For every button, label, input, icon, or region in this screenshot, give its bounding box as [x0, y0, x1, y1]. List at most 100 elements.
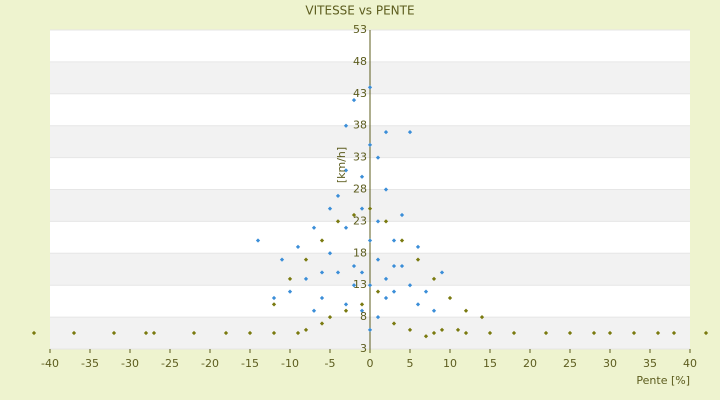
point: [439, 327, 445, 332]
y-tick-label: 53: [353, 23, 367, 36]
point: [399, 212, 405, 218]
x-tick-label: -25: [161, 357, 179, 370]
x-tick-label: -10: [281, 357, 299, 370]
point: [359, 174, 365, 179]
point: [319, 270, 325, 275]
point: [591, 330, 597, 336]
point: [303, 257, 309, 262]
point: [655, 330, 661, 336]
point: [351, 283, 357, 288]
point: [415, 302, 421, 307]
point: [423, 334, 429, 339]
point: [383, 219, 389, 224]
point: [439, 270, 445, 275]
point: [391, 263, 397, 269]
y-tick-label: 3: [360, 342, 367, 355]
point: [335, 270, 341, 275]
point: [31, 330, 37, 336]
point: [463, 330, 469, 336]
x-tick-label: 15: [483, 357, 497, 370]
point: [287, 289, 293, 294]
point: [343, 168, 349, 173]
point: [383, 129, 389, 135]
point: [319, 321, 325, 326]
y-tick-label: 23: [353, 214, 367, 227]
x-axis-title: Pente [%]: [636, 374, 690, 387]
x-tick-label: 10: [443, 357, 457, 370]
x-tick-label: -30: [121, 357, 139, 370]
point: [703, 330, 709, 336]
point: [351, 263, 357, 269]
point: [255, 238, 261, 243]
x-tick-label: -40: [41, 357, 59, 370]
point: [375, 219, 381, 224]
y-tick-label: 43: [353, 87, 367, 100]
point: [447, 295, 453, 301]
point: [351, 212, 357, 218]
point: [359, 206, 365, 211]
point: [327, 251, 333, 256]
point: [407, 283, 413, 288]
point: [487, 330, 493, 336]
point: [295, 330, 301, 336]
y-tick-label: 33: [353, 151, 367, 164]
point: [375, 257, 381, 262]
point: [271, 302, 277, 307]
point: [567, 330, 573, 336]
x-tick-label: 5: [407, 357, 414, 370]
point: [607, 330, 613, 336]
point: [327, 314, 333, 320]
point: [303, 327, 309, 332]
point: [143, 330, 149, 336]
point: [455, 327, 461, 332]
point: [327, 206, 333, 211]
point: [367, 283, 373, 288]
y-tick-label: 8: [360, 310, 367, 323]
point: [311, 308, 317, 313]
point: [303, 276, 309, 281]
point: [399, 238, 405, 243]
point: [431, 330, 437, 336]
point: [415, 244, 421, 250]
point: [431, 276, 437, 281]
x-tick-label: 20: [523, 357, 537, 370]
point: [391, 289, 397, 294]
point: [271, 330, 277, 336]
point: [151, 330, 157, 336]
x-tick-label: 25: [563, 357, 577, 370]
point: [391, 321, 397, 326]
point: [367, 142, 373, 147]
x-tick-label: -20: [201, 357, 219, 370]
point: [191, 330, 197, 336]
point: [383, 276, 389, 281]
y-axis-title: [km/h]: [335, 147, 348, 183]
point: [431, 308, 437, 313]
point: [335, 219, 341, 224]
point: [359, 308, 365, 313]
x-tick-label: 35: [643, 357, 657, 370]
x-tick-label: 0: [367, 357, 374, 370]
point: [271, 295, 277, 301]
point: [543, 330, 549, 336]
point: [671, 330, 677, 336]
y-tick-label: 38: [353, 119, 367, 132]
point: [375, 155, 381, 160]
point: [335, 193, 341, 199]
point: [343, 302, 349, 307]
point: [383, 187, 389, 192]
point: [375, 289, 381, 294]
point: [295, 244, 301, 250]
point: [375, 314, 381, 320]
point: [391, 238, 397, 243]
point: [247, 330, 253, 336]
point: [279, 257, 285, 262]
point: [287, 276, 293, 281]
x-tick-label: -15: [241, 357, 259, 370]
point: [311, 225, 317, 230]
point: [367, 238, 373, 243]
point: [463, 308, 469, 313]
point: [383, 295, 389, 301]
point: [415, 257, 421, 262]
point: [319, 238, 325, 243]
point: [359, 302, 365, 307]
